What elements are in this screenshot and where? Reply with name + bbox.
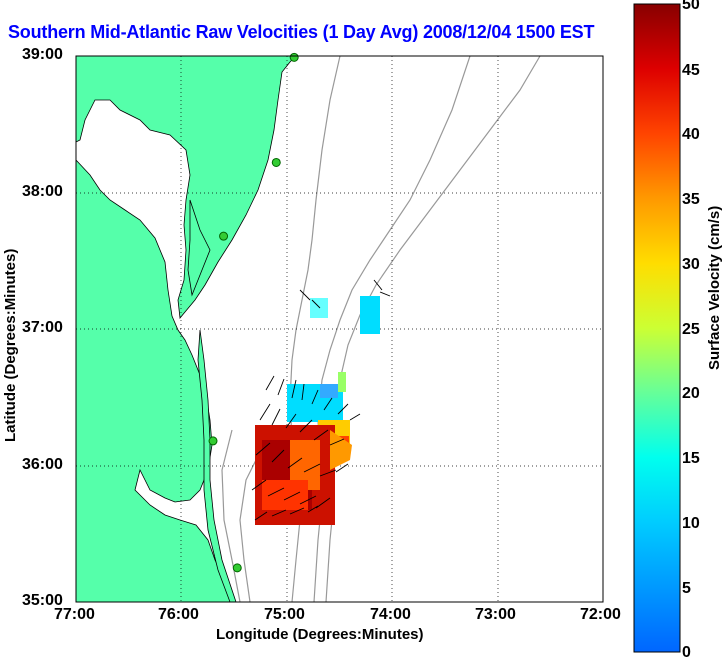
colorbar-tick: 10 (682, 515, 700, 532)
radar-stations (208, 52, 299, 573)
colorbar-label: Surface Velocity (cm/s) (706, 205, 723, 370)
y-tick-label: 36:00 (22, 456, 63, 473)
colorbar-tick: 20 (682, 385, 700, 402)
colorbar-tick: 25 (682, 321, 700, 338)
radar-station-marker (271, 157, 281, 167)
radar-station-marker (232, 563, 242, 573)
colorbar-tick: 0 (682, 644, 691, 661)
plot-frame (75, 55, 604, 603)
colorbar-tick: 45 (682, 62, 700, 79)
colorbar (633, 3, 681, 653)
y-axis-label: Latitude (Degrees:Minutes) (2, 248, 19, 442)
velocity-arrows (251, 279, 391, 521)
y-tick-label: 38:00 (22, 183, 63, 200)
x-tick-label: 72:00 (580, 606, 621, 623)
x-axis-label: Longitude (Degrees:Minutes) (216, 626, 424, 643)
radar-station-marker (289, 52, 299, 62)
colorbar-tick: 40 (682, 126, 700, 143)
colorbar-tick: 15 (682, 450, 700, 467)
x-tick-label: 73:00 (475, 606, 516, 623)
y-tick-label: 39:00 (22, 46, 63, 63)
land-mass (75, 55, 297, 603)
radar-station-marker (208, 436, 218, 446)
radar-station-marker (219, 231, 229, 241)
y-tick-label: 37:00 (22, 319, 63, 336)
y-tick-label: 35:00 (22, 592, 63, 609)
x-tick-label: 76:00 (158, 606, 199, 623)
colorbar-tick: 30 (682, 256, 700, 273)
colorbar-tick: 50 (682, 0, 700, 13)
map-title: Southern Mid-Atlantic Raw Velocities (1 … (8, 22, 595, 42)
colorbar-tick: 35 (682, 191, 700, 208)
colorbar-tick: 5 (682, 580, 691, 597)
x-tick-label: 74:00 (370, 606, 411, 623)
x-tick-label: 75:00 (264, 606, 305, 623)
velocity-field (255, 296, 380, 525)
x-tick-label: 77:00 (54, 606, 95, 623)
grid-lines (76, 56, 603, 602)
